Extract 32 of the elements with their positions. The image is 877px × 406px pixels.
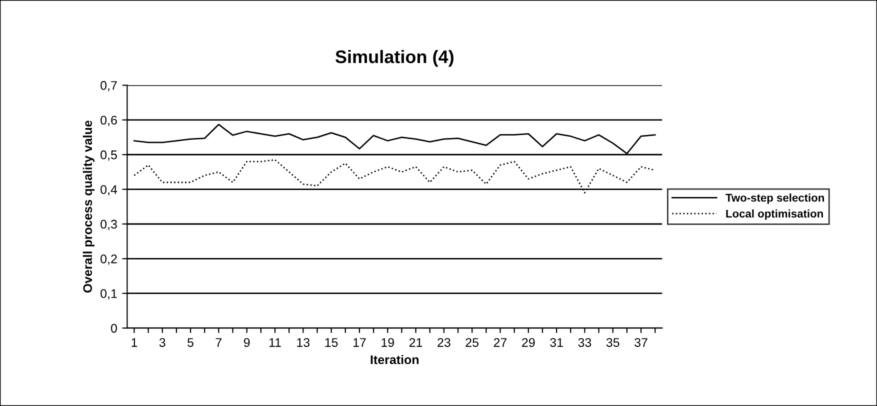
- y-tick-label: 0,7: [100, 81, 117, 92]
- legend-label: Two-step selection: [726, 194, 824, 204]
- x-tick-label: 13: [297, 338, 310, 347]
- y-tick-label: 0,6: [100, 116, 117, 126]
- x-tick-label: 29: [522, 338, 535, 347]
- x-tick-label: 11: [269, 338, 281, 347]
- x-tick-label: 1: [132, 338, 138, 347]
- y-axis-title: Overall process quality value: [82, 120, 95, 293]
- x-axis-title: Iteration: [370, 354, 419, 364]
- y-tick-label: 0,2: [100, 254, 117, 265]
- x-tick-label: 9: [244, 338, 250, 347]
- x-tick-label: 7: [216, 338, 222, 347]
- x-tick-label: 19: [382, 338, 394, 347]
- x-tick-label: 37: [634, 338, 648, 347]
- x-tick-label: 31: [550, 338, 563, 347]
- y-tick-label: 0: [110, 324, 117, 333]
- x-tick-label: 33: [578, 338, 592, 347]
- x-tick-label: 21: [409, 338, 422, 347]
- y-tick-label: 0,4: [100, 185, 118, 196]
- legend-label: Local optimisation: [726, 209, 823, 220]
- y-tick-label: 0,1: [100, 289, 117, 300]
- x-tick-label: 5: [188, 338, 194, 347]
- x-tick-label: 23: [438, 338, 450, 347]
- y-tick-label: 0,3: [100, 220, 117, 230]
- x-tick-label: 17: [353, 338, 366, 347]
- x-tick-label: 15: [325, 338, 338, 347]
- x-tick-label: 3: [159, 338, 166, 347]
- y-tick-label: 0,5: [100, 150, 117, 161]
- x-tick-label: 35: [606, 338, 620, 347]
- x-tick-label: 25: [466, 338, 479, 347]
- x-tick-label: 27: [494, 338, 507, 347]
- chart-title: Simulation (4): [335, 50, 454, 67]
